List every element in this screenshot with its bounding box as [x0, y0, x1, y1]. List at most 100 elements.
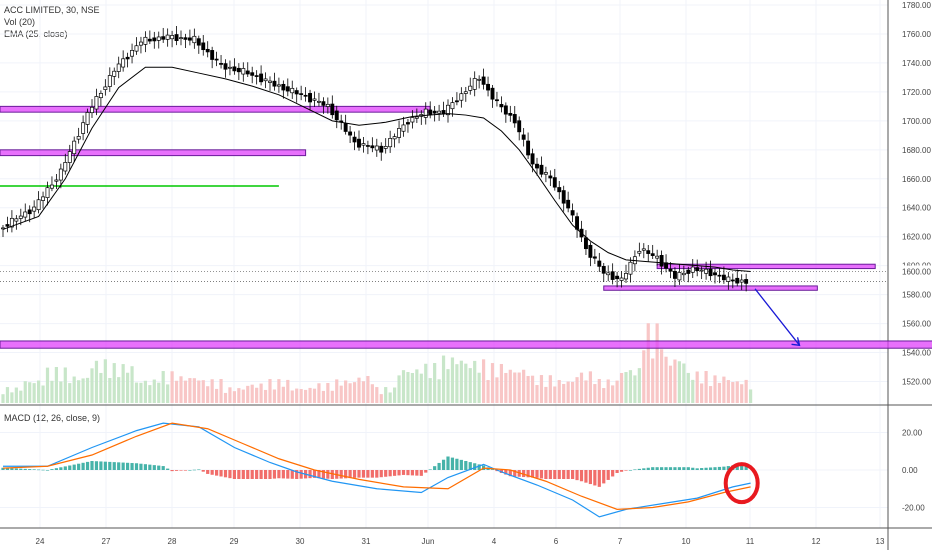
time-tick-label: 29	[230, 537, 239, 546]
candle-body	[236, 67, 241, 73]
volume-bar	[513, 372, 517, 403]
candle-body	[232, 66, 237, 72]
macd-histogram-bar	[473, 463, 477, 470]
macd-histogram-bar	[259, 470, 263, 479]
volume-bar	[526, 375, 530, 403]
macd-histogram-bar	[415, 470, 419, 476]
candle-body	[392, 136, 397, 140]
volume-bar	[708, 386, 713, 403]
macd-histogram-bar	[571, 470, 575, 479]
macd-histogram-bar	[611, 470, 615, 477]
candle-body	[103, 86, 108, 90]
candle-body	[397, 128, 402, 138]
time-tick-label: 12	[812, 537, 821, 546]
candle-body	[294, 90, 299, 95]
candle-body	[174, 34, 179, 42]
macd-histogram-bar	[326, 470, 330, 479]
volume-bar	[700, 383, 704, 403]
candle-body	[183, 37, 188, 40]
volume-bar	[691, 379, 695, 403]
volume-bar	[495, 377, 499, 403]
macd-histogram-bar	[513, 470, 517, 477]
candle-body	[27, 209, 32, 215]
macd-legend: MACD (12, 26, close, 9)	[4, 413, 101, 423]
candle-body	[214, 58, 219, 61]
candle-body	[704, 268, 709, 274]
price-tick-label: 1720.00	[902, 88, 931, 97]
volume-bar	[277, 379, 281, 403]
volume-bar	[143, 380, 147, 403]
macd-histogram-bar	[410, 470, 414, 476]
candle-body	[330, 103, 335, 116]
volume-bar	[197, 380, 201, 403]
macd-histogram-bar	[401, 470, 406, 475]
volume-bar	[326, 383, 330, 403]
volume-bar	[397, 375, 401, 403]
volume-bar	[68, 383, 72, 403]
candle-body	[348, 131, 353, 136]
candle-body	[76, 135, 81, 140]
volume-bar	[10, 392, 14, 403]
candle-body	[147, 38, 152, 42]
candle-body	[588, 244, 593, 258]
macd-histogram-bar	[628, 470, 633, 471]
macd-histogram-bar	[455, 458, 459, 470]
volume-bar	[566, 381, 570, 403]
macd-histogram-bar	[379, 470, 383, 478]
macd-histogram-bar	[59, 467, 63, 470]
candle-body	[112, 70, 117, 77]
candle-body	[432, 110, 437, 114]
volume-bar	[677, 361, 681, 403]
candle-body	[677, 272, 682, 281]
time-tick-label: 13	[876, 537, 885, 546]
macd-histogram-bar	[143, 464, 147, 470]
volume-bar	[673, 359, 677, 403]
macd-histogram-bar	[54, 468, 58, 470]
candle-body	[686, 269, 691, 274]
macd-histogram-bar	[428, 469, 432, 470]
volume-bar	[268, 379, 272, 403]
volume-bar	[619, 373, 624, 403]
macd-histogram-bar	[419, 470, 423, 476]
volume-bar	[339, 385, 343, 403]
volume-bar	[259, 383, 263, 403]
candle-body	[486, 83, 491, 91]
volume-bar	[85, 377, 90, 403]
macd-histogram-bar	[23, 468, 27, 470]
candle-body	[721, 274, 726, 281]
candle-body	[268, 80, 272, 83]
macd-histogram-bar	[197, 469, 201, 471]
volume-bar	[223, 392, 228, 403]
volume-bar	[14, 387, 18, 403]
macd-histogram-bar	[81, 462, 85, 470]
volume-bar	[642, 350, 646, 403]
candle-body	[9, 217, 14, 228]
macd-histogram-bar	[575, 470, 579, 481]
candle-body	[72, 140, 77, 155]
volume-bar	[482, 359, 486, 403]
volume-bar	[54, 367, 58, 403]
volume-bar	[517, 372, 521, 403]
macd-histogram-bar	[548, 470, 552, 479]
candle-body	[272, 80, 277, 87]
candle-body	[437, 110, 442, 114]
macd-histogram-bar	[553, 470, 557, 479]
macd-histogram-bar	[397, 470, 401, 476]
volume-bar	[717, 382, 722, 403]
candle-body	[259, 73, 264, 83]
volume-bar	[597, 379, 601, 403]
candle-body	[361, 143, 366, 146]
candle-body	[245, 70, 250, 75]
volume-bar	[250, 384, 254, 403]
macd-histogram-bar	[255, 470, 259, 479]
macd-histogram-bar	[103, 461, 107, 470]
volume-bar	[584, 380, 588, 403]
candle-body	[303, 94, 308, 97]
volume-bar	[219, 379, 223, 403]
candle-body	[530, 153, 535, 165]
volume-bar	[468, 368, 472, 403]
macd-histogram-bar	[477, 464, 481, 470]
candle-body	[566, 199, 571, 209]
volume-bar	[486, 380, 490, 403]
